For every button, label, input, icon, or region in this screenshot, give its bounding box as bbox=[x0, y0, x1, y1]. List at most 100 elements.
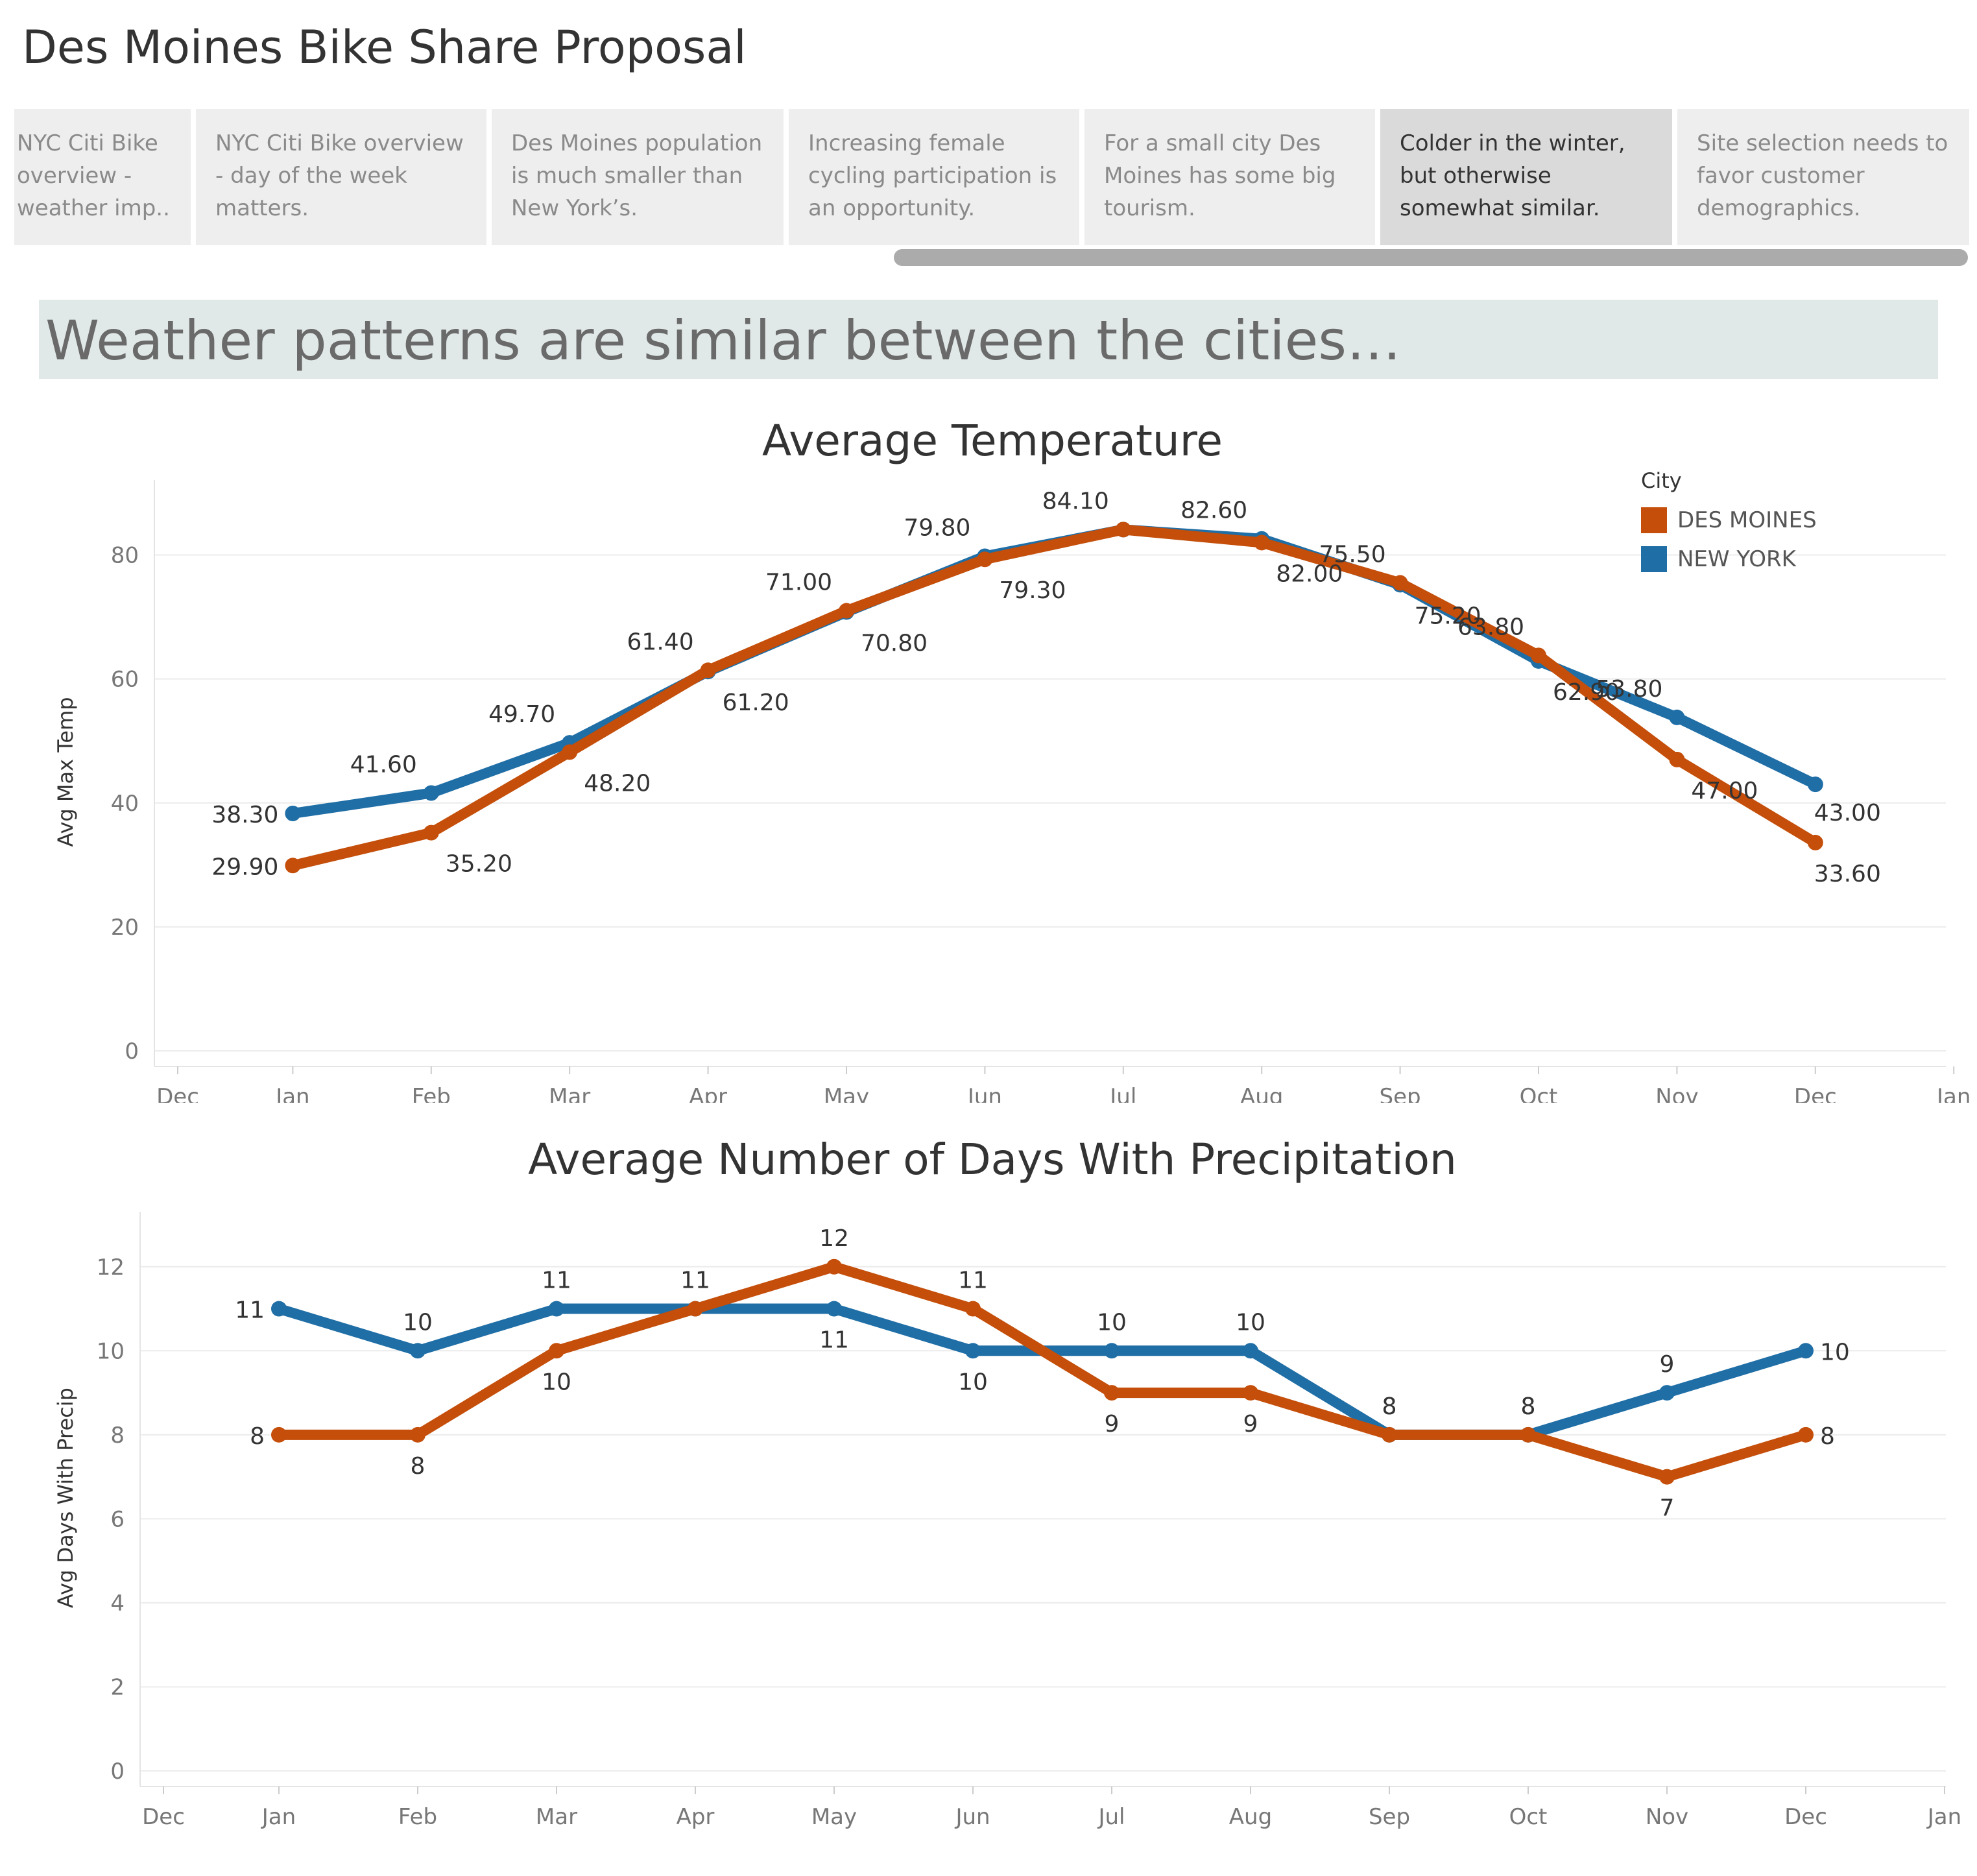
x-tick-label: Jan bbox=[1926, 1804, 1961, 1830]
data-label: 9 bbox=[1660, 1351, 1675, 1378]
data-point bbox=[1807, 834, 1823, 850]
data-point bbox=[1531, 647, 1546, 664]
data-label: 8 bbox=[1521, 1393, 1536, 1420]
data-label: 9 bbox=[1105, 1411, 1120, 1437]
data-label: 79.80 bbox=[904, 514, 970, 541]
x-tick-label: Sep bbox=[1380, 1084, 1421, 1103]
data-point bbox=[1659, 1469, 1675, 1485]
x-tick-label: Sep bbox=[1369, 1804, 1410, 1830]
data-point bbox=[1382, 1426, 1397, 1443]
data-label: 11 bbox=[819, 1327, 849, 1354]
data-point bbox=[1104, 1385, 1120, 1401]
story-point-label: NYC Citi Bike overview - day of the week… bbox=[215, 130, 464, 221]
data-point bbox=[1254, 535, 1270, 551]
data-label: 11 bbox=[680, 1268, 710, 1294]
y-tick-label: 10 bbox=[97, 1338, 125, 1364]
legend-item-des-moines[interactable]: DES MOINES bbox=[1641, 501, 1817, 540]
data-point bbox=[965, 1343, 981, 1359]
chart-title: Average Temperature bbox=[762, 416, 1223, 466]
data-point bbox=[549, 1301, 564, 1317]
data-label: 61.20 bbox=[723, 690, 789, 716]
y-tick-label: 8 bbox=[110, 1423, 125, 1449]
y-tick-label: 0 bbox=[125, 1039, 139, 1064]
story-point-2[interactable]: NYC Citi Bike overview - day of the week… bbox=[196, 109, 486, 245]
data-label: 79.30 bbox=[999, 577, 1066, 604]
x-tick-label: Jun bbox=[966, 1084, 1002, 1103]
story-banner: Weather patterns are similar between the… bbox=[39, 300, 1938, 379]
data-point bbox=[1243, 1385, 1258, 1401]
data-label: 84.10 bbox=[1042, 488, 1109, 514]
data-point bbox=[423, 824, 439, 841]
data-point bbox=[1520, 1426, 1536, 1443]
x-tick-label: Aug bbox=[1240, 1084, 1283, 1103]
y-tick-label: 40 bbox=[111, 791, 139, 817]
story-point-4[interactable]: Increasing female cycling participation … bbox=[789, 109, 1079, 245]
data-label: 75.20 bbox=[1415, 603, 1481, 629]
story-point-1[interactable]: NYC Citi Bike overview - weather imp.. bbox=[14, 109, 191, 245]
data-label: 62.90 bbox=[1553, 679, 1620, 706]
data-label: 63.80 bbox=[1457, 614, 1524, 640]
page-title: Des Moines Bike Share Proposal bbox=[22, 21, 747, 74]
data-point bbox=[410, 1343, 425, 1359]
data-point bbox=[700, 662, 716, 679]
data-label: 12 bbox=[819, 1225, 849, 1252]
data-label: 10 bbox=[958, 1369, 988, 1395]
data-label: 10 bbox=[542, 1369, 571, 1395]
x-tick-label: Dec bbox=[1784, 1804, 1827, 1830]
story-scrollbar[interactable] bbox=[894, 249, 1968, 266]
x-tick-label: Oct bbox=[1509, 1804, 1548, 1830]
data-label: 8 bbox=[250, 1423, 265, 1450]
series-line-new-york bbox=[287, 524, 1821, 819]
data-label: 75.50 bbox=[1319, 542, 1386, 568]
data-label: 82.60 bbox=[1180, 498, 1247, 524]
data-point bbox=[271, 1426, 287, 1443]
x-tick-label: Apr bbox=[689, 1084, 727, 1103]
data-label: 9 bbox=[1243, 1411, 1258, 1437]
data-label: 47.00 bbox=[1691, 778, 1758, 804]
legend-label: NEW YORK bbox=[1677, 546, 1796, 572]
x-tick-label: Jun bbox=[954, 1804, 990, 1830]
x-tick-label: Mar bbox=[549, 1084, 590, 1103]
data-label: 38.30 bbox=[211, 802, 278, 828]
x-tick-label: Nov bbox=[1655, 1084, 1698, 1103]
series-line-new-york bbox=[274, 1303, 1811, 1440]
x-tick-label: Feb bbox=[412, 1084, 451, 1103]
data-point bbox=[1807, 776, 1823, 793]
legend-swatch bbox=[1641, 507, 1667, 533]
data-label: 11 bbox=[958, 1268, 988, 1294]
y-tick-label: 12 bbox=[97, 1255, 125, 1281]
data-label: 8 bbox=[411, 1453, 425, 1480]
legend-item-new-york[interactable]: NEW YORK bbox=[1641, 540, 1817, 579]
data-label: 53.80 bbox=[1596, 676, 1662, 703]
story-point-3[interactable]: Des Moines population is much smaller th… bbox=[492, 109, 784, 245]
data-point bbox=[410, 1426, 425, 1443]
data-point bbox=[271, 1301, 287, 1317]
data-label: 35.20 bbox=[446, 851, 512, 878]
data-point bbox=[1104, 1343, 1120, 1359]
story-point-7[interactable]: Site selection needs to favor customer d… bbox=[1677, 109, 1969, 245]
y-tick-label: 80 bbox=[111, 543, 139, 569]
story-point-label: Colder in the winter, but otherwise some… bbox=[1400, 130, 1625, 221]
legend-label: DES MOINES bbox=[1677, 507, 1817, 533]
x-tick-label: Oct bbox=[1520, 1084, 1558, 1103]
data-label: 10 bbox=[1097, 1309, 1127, 1336]
story-point-5[interactable]: For a small city Des Moines has some big… bbox=[1084, 109, 1375, 245]
data-label: 8 bbox=[1382, 1393, 1397, 1420]
y-axis-label: Avg Max Temp bbox=[53, 697, 78, 847]
data-point bbox=[423, 785, 439, 801]
story-point-label: Des Moines population is much smaller th… bbox=[511, 130, 763, 221]
story-point-6[interactable]: Colder in the winter, but otherwise some… bbox=[1380, 109, 1672, 245]
precipitation-chart: Average Number of Days With Precipitatio… bbox=[53, 1135, 1961, 1830]
data-point bbox=[285, 806, 301, 822]
x-tick-label: Jan bbox=[261, 1804, 296, 1830]
data-label: 43.00 bbox=[1814, 800, 1881, 826]
data-point bbox=[1392, 575, 1408, 591]
data-point bbox=[965, 1301, 981, 1317]
x-tick-label: Nov bbox=[1646, 1804, 1688, 1830]
x-tick-label: Dec bbox=[142, 1804, 185, 1830]
x-tick-label: Jul bbox=[1108, 1084, 1136, 1103]
story-point-label: For a small city Des Moines has some big… bbox=[1104, 130, 1336, 221]
data-label: 11 bbox=[542, 1268, 571, 1294]
y-tick-label: 0 bbox=[110, 1759, 125, 1785]
y-tick-label: 6 bbox=[110, 1506, 125, 1532]
